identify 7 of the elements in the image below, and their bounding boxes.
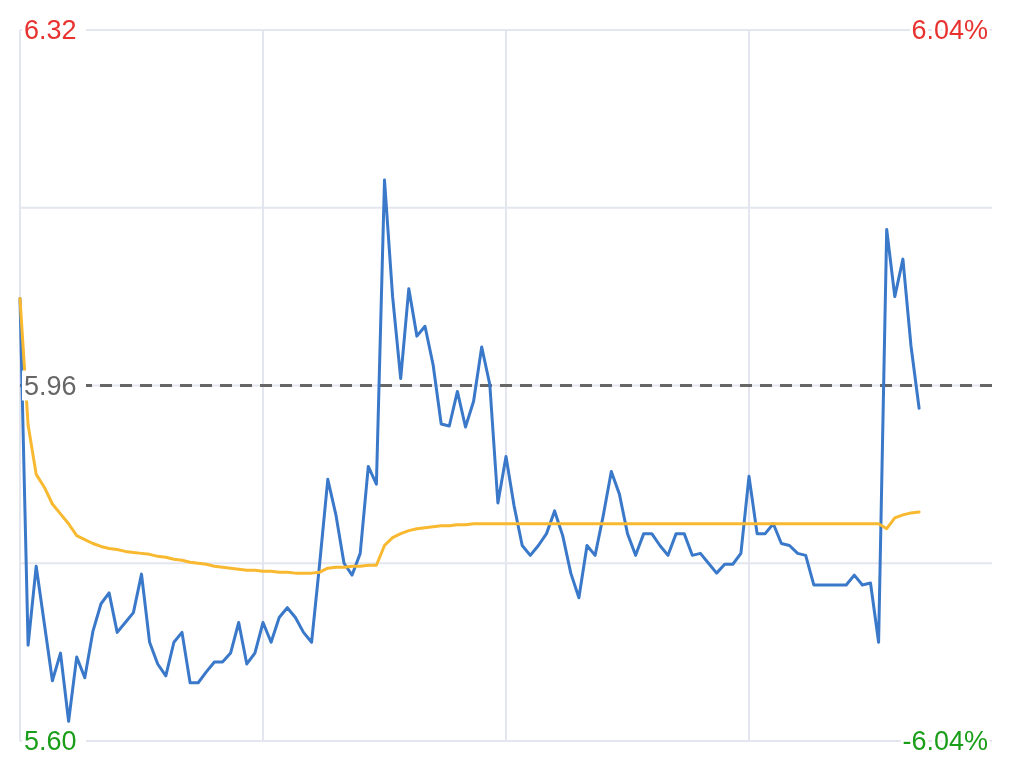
line-series [18, 178, 921, 723]
line-series [18, 297, 921, 575]
y-tick-label: 6.32 [24, 15, 77, 45]
y-tick-label: 5.96 [24, 370, 77, 401]
y2-tick-label: -6.04% [902, 726, 988, 756]
y-tick-label: 5.60 [24, 726, 77, 756]
y2-tick-label: 6.04% [911, 15, 988, 45]
